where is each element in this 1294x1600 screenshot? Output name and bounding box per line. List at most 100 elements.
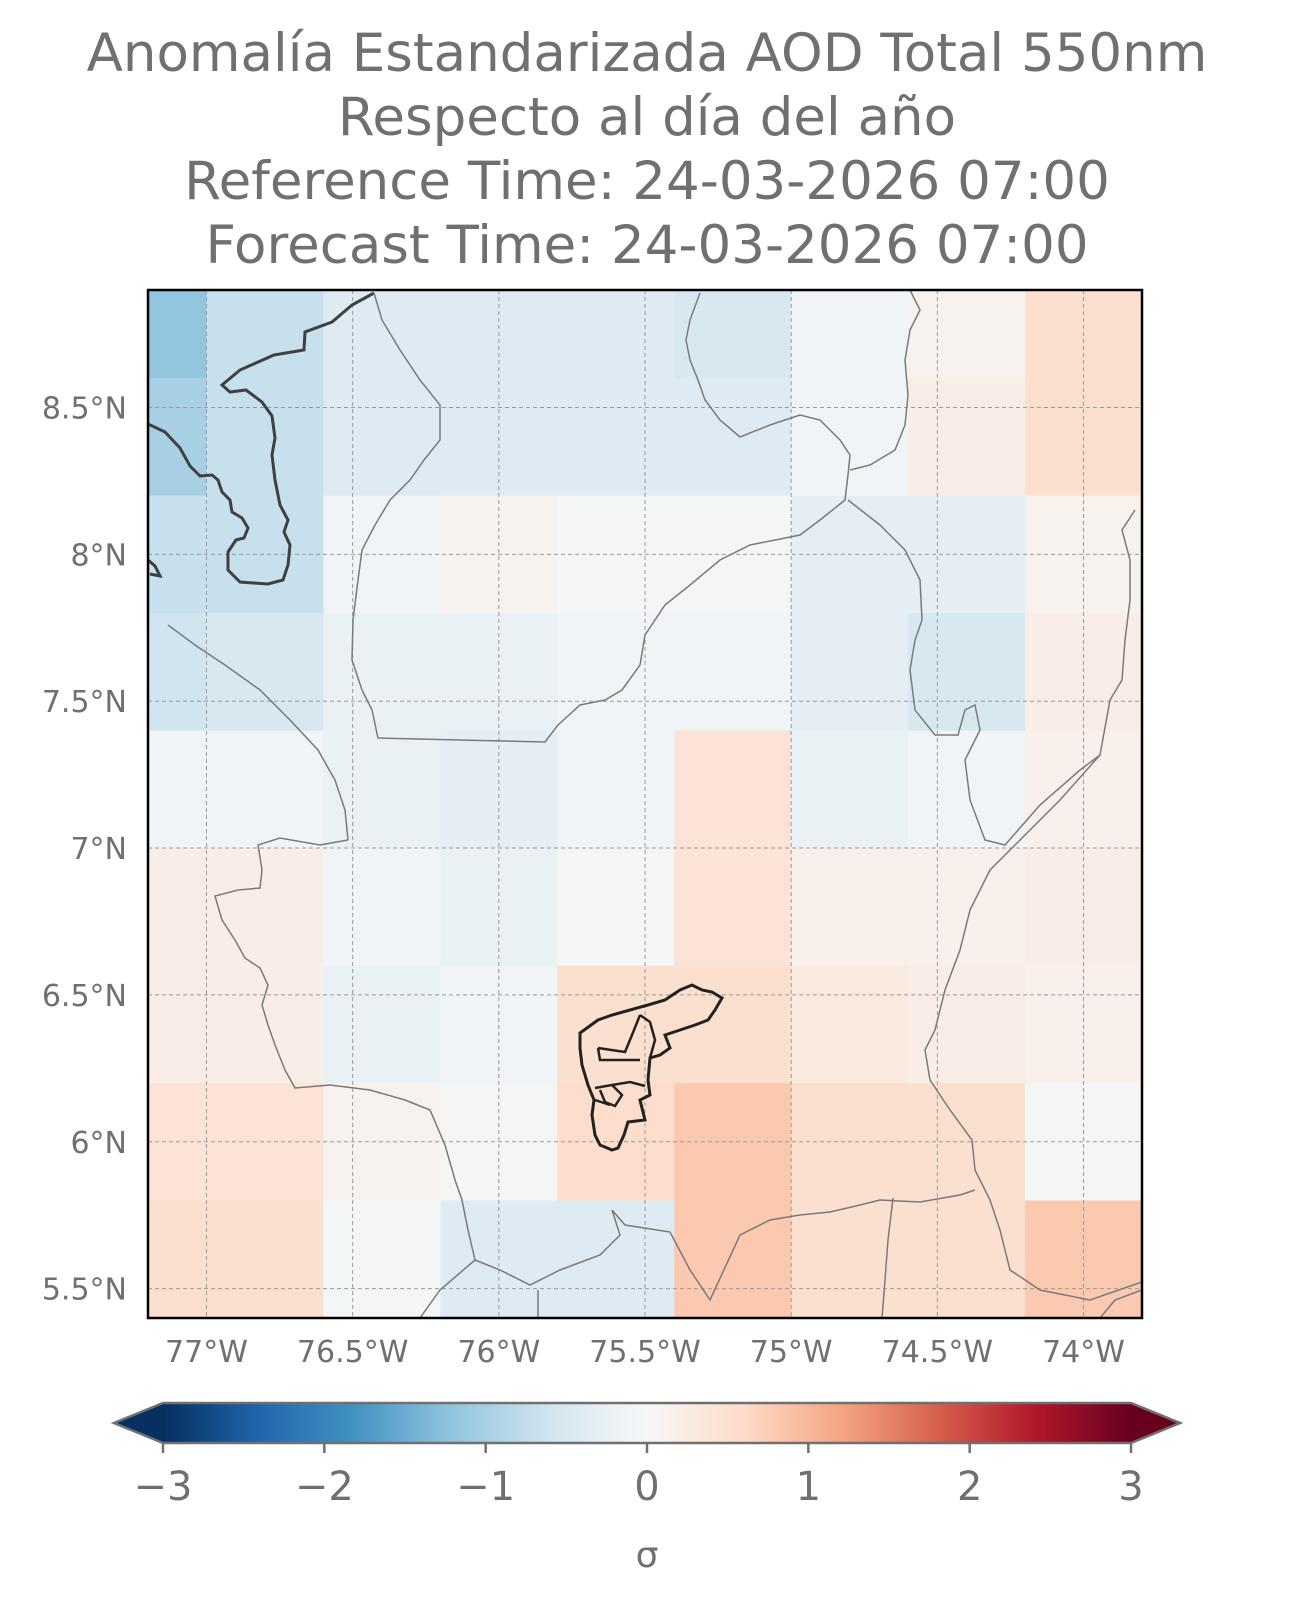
anomaly-cell: [674, 848, 792, 967]
anomaly-cell: [323, 1200, 441, 1318]
anomaly-cell: [908, 848, 1026, 967]
department-border-south-inner: [881, 1197, 894, 1318]
anomaly-cell: [148, 965, 208, 1084]
anomaly-cell: [206, 290, 325, 379]
anomaly-cell: [557, 848, 675, 967]
anomaly-cell: [791, 848, 909, 967]
longitude-tick-labels: 77°W 76.5°W 76°W 75.5°W 75°W 74.5°W 74°W: [165, 1335, 1125, 1370]
title-line-3: Reference Time: 24-03-2026 07:00: [184, 151, 1110, 212]
anomaly-cell: [148, 378, 208, 497]
anomaly-cell: [323, 965, 441, 1084]
map-title: Anomalía Estandarizada AOD Total 550nm R…: [0, 22, 1294, 278]
title-line-2: Respecto al día del año: [337, 87, 957, 148]
lat-tick-label: 6.5°N: [42, 979, 127, 1014]
anomaly-cell: [908, 965, 1026, 1084]
lat-tick-label: 5.5°N: [42, 1273, 127, 1308]
anomaly-cell: [323, 848, 441, 967]
anomaly-cell: [323, 378, 441, 497]
anomaly-cell: [557, 378, 675, 497]
anomaly-cell: [206, 730, 325, 849]
lat-tick-label: 6°N: [70, 1126, 127, 1161]
anomaly-cell: [908, 613, 1026, 732]
anomaly-cell: [557, 495, 675, 614]
anomaly-cell: [148, 290, 208, 379]
anomaly-cell: [674, 730, 792, 849]
anomaly-cell: [791, 613, 909, 732]
lon-tick-label: 74.5°W: [882, 1335, 993, 1370]
colorbar-tick-label: 3: [1118, 1464, 1143, 1510]
colorbar-label: σ: [636, 1535, 659, 1576]
anomaly-cell: [557, 613, 675, 732]
anomaly-cell: [148, 613, 208, 732]
anomaly-cell: [908, 378, 1026, 497]
anomaly-cell: [557, 965, 675, 1084]
anomaly-cell: [791, 1200, 909, 1318]
latitude-tick-labels: 5.5°N 6°N 6.5°N 7°N 7.5°N 8°N 8.5°N: [42, 391, 127, 1307]
anomaly-cell: [206, 378, 325, 497]
department-border-east: [847, 499, 1136, 846]
anomaly-cell: [908, 1200, 1026, 1318]
anomaly-cell: [206, 495, 325, 614]
anomaly-cell: [323, 290, 441, 379]
department-border-north-east: [849, 290, 921, 471]
department-border-south: [474, 1189, 976, 1302]
coastline: [148, 291, 375, 586]
aburra-municipal-lines: [594, 1013, 657, 1108]
anomaly-cell: [557, 1083, 675, 1202]
department-border-south-west: [214, 837, 476, 1318]
anomaly-cell: [148, 848, 208, 967]
anomaly-cell: [908, 730, 1026, 849]
anomaly-cell: [791, 290, 909, 379]
colorbar-extend-high: [1131, 1403, 1180, 1443]
anomaly-cell: [674, 613, 792, 732]
coastline-gulf-detail: [148, 558, 163, 579]
anomaly-cell: [148, 1200, 208, 1318]
anomaly-cell: [323, 613, 441, 732]
anomaly-cell: [206, 965, 325, 1084]
colorbar-tick-label: −1: [456, 1464, 515, 1510]
map-frame: [146, 288, 1144, 1320]
colorbar-extend-low: [114, 1403, 163, 1443]
title-line-1: Anomalía Estandarizada AOD Total 550nm: [86, 23, 1208, 84]
department-border-far-southeast: [1099, 1289, 1142, 1318]
lon-tick-label: 75.5°W: [589, 1335, 700, 1370]
title-line-4: Forecast Time: 24-03-2026 07:00: [205, 215, 1089, 276]
graticule-gridlines: [148, 290, 1142, 1318]
lat-tick-label: 8°N: [70, 538, 127, 573]
anomaly-cell: [557, 1200, 675, 1318]
lon-tick-label: 75°W: [750, 1335, 833, 1370]
colorbar-tick-label: −3: [134, 1464, 193, 1510]
anomaly-cell: [206, 1083, 325, 1202]
colorbar-ticks: −3 −2 −1 0 1 2 3: [134, 1443, 1144, 1510]
colorbar-tick-label: 0: [634, 1464, 659, 1510]
anomaly-cell: [674, 290, 792, 379]
anomaly-cell: [791, 965, 909, 1084]
colorbar: −3 −2 −1 0 1 2 3 σ: [110, 1401, 1184, 1576]
lon-tick-label: 77°W: [165, 1335, 248, 1370]
anomaly-cell: [908, 290, 1026, 379]
department-border-west: [351, 292, 851, 743]
anomaly-cell: [791, 378, 909, 497]
anomaly-cell: [323, 730, 441, 849]
anomaly-cell: [557, 730, 675, 849]
anomaly-cell: [206, 848, 325, 967]
anomaly-cell: [206, 1200, 325, 1318]
aburra-valley-outline: [578, 983, 725, 1152]
lon-tick-label: 74°W: [1042, 1335, 1125, 1370]
colorbar-tick-label: 2: [957, 1464, 982, 1510]
lat-tick-label: 7°N: [70, 832, 127, 867]
department-border-southeast: [924, 754, 1142, 1301]
lat-tick-label: 8.5°N: [42, 391, 127, 426]
anomaly-cell: [148, 730, 208, 849]
lon-tick-label: 76.5°W: [297, 1335, 408, 1370]
anomaly-cell: [557, 290, 675, 379]
colorbar-tick-label: −2: [295, 1464, 354, 1510]
anomaly-cell: [206, 613, 325, 732]
department-border-west-inland: [167, 624, 349, 841]
colorbar-body: [163, 1403, 1131, 1443]
lat-tick-label: 7.5°N: [42, 685, 127, 720]
anomaly-cell: [791, 730, 909, 849]
anomaly-cell: [674, 378, 792, 497]
lon-tick-label: 76°W: [457, 1335, 540, 1370]
